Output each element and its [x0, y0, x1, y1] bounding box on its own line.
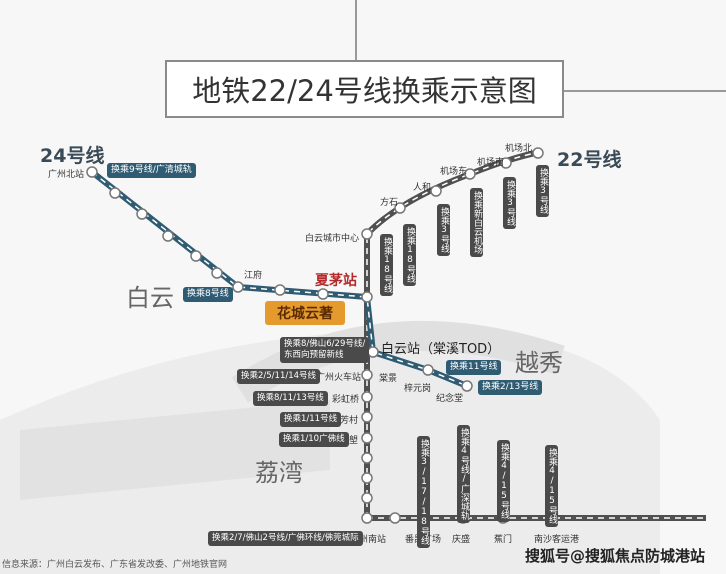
transfer-badge: 换乘3号线 [437, 204, 450, 256]
district-liwan: 荔湾 [255, 459, 303, 487]
map-title: 地铁22/24号线换乘示意图 [165, 60, 564, 118]
transfer-badge: 换乘新白云机场 [470, 188, 483, 257]
transfer-badge: 换乘3/17/18号线 [417, 436, 430, 548]
source-note: 信息来源：广州白云发布、广东省发改委、广州地铁官网 [2, 560, 228, 570]
station-marker [367, 346, 379, 358]
station-marker [190, 250, 202, 262]
station-marker [464, 168, 476, 180]
watermark: 搜狐号@搜狐焦点防城港站 [525, 547, 706, 565]
station-marker [361, 512, 373, 524]
transfer-badge: 换乘18号线 [380, 234, 393, 296]
transfer-badge: 换乘18号线 [403, 224, 416, 286]
station-label: 人和 [413, 183, 432, 193]
station-label: 白云城市中心 [305, 234, 360, 244]
station-marker [461, 380, 473, 392]
station-marker [361, 369, 373, 381]
transfer-badge: 换乘11号线 [446, 360, 502, 375]
station-marker [162, 230, 174, 242]
station-marker [361, 472, 373, 484]
transfer-badge: 换乘4/15号线 [497, 440, 510, 522]
station-label: 芳村 [340, 416, 359, 426]
station-label: 广州火车站 [316, 373, 362, 383]
station-label: 蕉门 [494, 535, 513, 545]
station-marker [274, 284, 286, 296]
transfer-line: 换乘8/佛山6/29号线/ [284, 339, 366, 349]
transfer-badge: 换乘3号线 [536, 165, 549, 217]
district-baiyun: 白云 [126, 284, 174, 312]
station-label: 方石 [380, 198, 399, 208]
station-marker [86, 166, 98, 178]
station-marker [430, 185, 442, 197]
station-marker [361, 291, 373, 303]
line-24-label: 24号线 [40, 145, 105, 167]
transfer-badge: 换乘2/7/佛山2号线/广佛环线/佛莞城际 [208, 531, 363, 546]
station-label: 纪念堂 [436, 394, 464, 404]
station-label-xiamao: 夏茅站 [315, 273, 357, 289]
station-marker [232, 281, 244, 293]
station-label: 广州南站 [350, 535, 387, 545]
station-label: 梓元岗 [404, 384, 432, 394]
station-marker [422, 364, 434, 376]
transfer-badge: 换乘3号线 [503, 177, 516, 229]
station-label: 庆盛 [452, 535, 471, 545]
transfer-badge: 换乘8号线 [183, 287, 233, 302]
station-label: 机场南 [477, 158, 505, 168]
station-marker [211, 267, 223, 279]
station-marker [361, 391, 373, 403]
station-label: 彩虹桥 [332, 395, 360, 405]
line-24-path [90, 169, 469, 389]
station-marker [361, 411, 373, 423]
station-label: 棠景 [379, 374, 398, 384]
station-label: 机场北 [505, 144, 533, 154]
station-marker [500, 157, 512, 169]
transfer-badge: 换乘2/13号线 [478, 380, 543, 395]
station-label-baiyun: 白云站（棠溪TOD） [381, 342, 501, 357]
transfer-line: 东西向预留新线 [284, 350, 344, 360]
station-label: 南沙客运港 [534, 535, 580, 545]
transfer-badge: 换乘2/5/11/14号线 [237, 369, 321, 384]
transfer-badge: 换乘4/15号线 [545, 445, 558, 527]
station-marker [532, 147, 544, 159]
station-marker [361, 492, 373, 504]
transfer-badge: 换乘8/佛山6/29号线/ 东西向预留新线 [280, 337, 370, 363]
station-marker [361, 228, 373, 240]
line-22-label: 22号线 [557, 149, 622, 171]
station-label: 机场东 [440, 167, 468, 177]
station-marker [109, 187, 121, 199]
transfer-badge: 换乘8/11/13号线 [253, 391, 328, 406]
project-marker[interactable]: 花城云著 [265, 301, 345, 325]
station-marker [361, 432, 373, 444]
transfer-badge: 换乘9号线/广清城轨 [107, 163, 196, 178]
station-marker [361, 452, 373, 464]
station-label: 西塱 [340, 436, 359, 446]
station-label: 江府 [244, 271, 263, 281]
station-marker [394, 202, 406, 214]
station-marker [389, 512, 401, 524]
district-yuexiu: 越秀 [515, 349, 563, 377]
station-label: 广州北站 [48, 170, 85, 180]
transfer-badge: 换乘4号线/广深城轨 [457, 425, 470, 523]
transfer-badge: 换乘1/10广佛线 [279, 432, 349, 447]
station-marker [136, 208, 148, 220]
transfer-badge: 换乘1/11号线 [280, 412, 342, 427]
station-marker [317, 288, 329, 300]
